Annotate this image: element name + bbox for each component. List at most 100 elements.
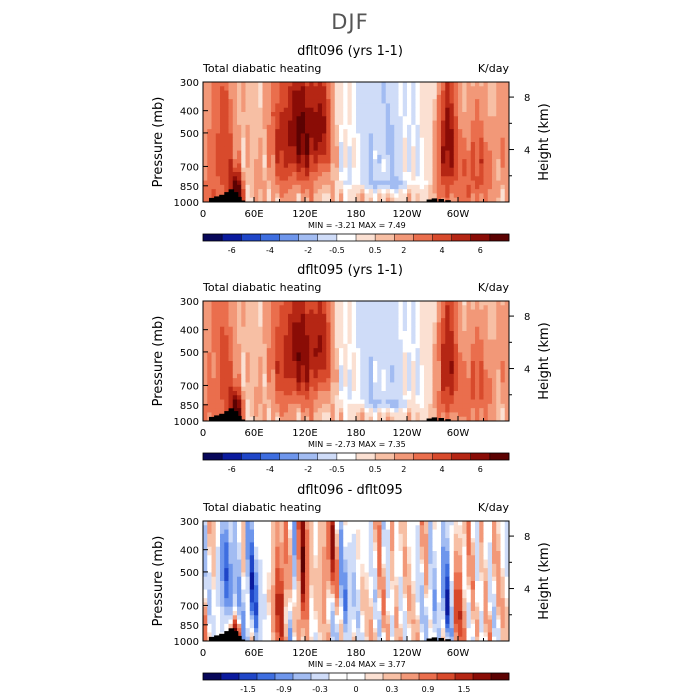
heatmap-cell	[279, 137, 285, 143]
heatmap-cell	[237, 116, 242, 121]
heatmap-cell	[398, 313, 404, 319]
heatmap-cell	[487, 378, 493, 383]
heatmap-cell	[266, 326, 272, 332]
heatmap-cell	[313, 542, 319, 548]
heatmap-cell	[458, 99, 463, 104]
heatmap-cell	[402, 378, 408, 383]
heatmap-cell	[449, 365, 455, 370]
heatmap-cell	[496, 382, 501, 388]
heatmap-cell	[351, 103, 357, 109]
heatmap-cell	[224, 369, 229, 375]
heatmap-cell	[245, 408, 251, 413]
heatmap-cell	[466, 167, 472, 173]
heatmap-cell	[487, 180, 493, 186]
heatmap-cell	[419, 403, 425, 409]
heatmap-cell	[377, 551, 382, 556]
heatmap-cell	[271, 82, 276, 87]
heatmap-cell	[292, 301, 297, 306]
heatmap-cell	[347, 403, 353, 409]
heatmap-cell	[449, 339, 455, 345]
heatmap-cell	[296, 555, 302, 560]
heatmap-cell	[419, 356, 425, 362]
heatmap-cell	[241, 538, 246, 543]
heatmap-cell	[317, 563, 323, 569]
heatmap-cell	[373, 313, 378, 319]
heatmap-cell	[343, 373, 348, 379]
heatmap-cell	[419, 408, 425, 413]
heatmap-cell	[458, 313, 463, 319]
heatmap-cell	[317, 172, 323, 177]
heatmap-cell	[347, 339, 353, 345]
heatmap-cell	[215, 120, 221, 126]
heatmap-cell	[254, 538, 259, 543]
heatmap-cell	[334, 335, 340, 340]
heatmap-cell	[232, 301, 238, 306]
heatmap-cell	[496, 116, 501, 121]
heatmap-cell	[415, 403, 421, 409]
heatmap-cell	[449, 521, 455, 526]
heatmap-cell	[326, 369, 331, 375]
heatmap-cell	[377, 348, 382, 353]
heatmap-cell	[245, 94, 251, 100]
heatmap-cell	[339, 555, 344, 560]
heatmap-cell	[398, 521, 404, 526]
heatmap-cell	[330, 146, 336, 151]
heatmap-cell	[241, 356, 246, 362]
heatmap-cell	[424, 412, 429, 418]
heatmap-cell	[415, 159, 421, 164]
heatmap-cell	[377, 159, 382, 164]
heatmap-cell	[504, 356, 510, 362]
heatmap-cell	[381, 525, 387, 530]
heatmap-cell	[398, 137, 404, 143]
heatmap-cell	[309, 90, 314, 96]
heatmap-cell	[424, 378, 429, 383]
heatmap-cell	[300, 335, 306, 340]
heatmap-cell	[292, 103, 297, 109]
heatmap-cell	[326, 133, 331, 139]
heatmap-cell	[373, 343, 378, 349]
heatmap-cell	[415, 86, 421, 91]
heatmap-cell	[428, 533, 433, 539]
colorbar-swatch	[394, 453, 414, 460]
heatmap-cell	[466, 301, 472, 306]
heatmap-cell	[360, 137, 365, 143]
heatmap-cell	[441, 521, 446, 526]
heatmap-cell	[402, 521, 408, 526]
heatmap-cell	[411, 176, 416, 181]
heatmap-cell	[326, 416, 331, 422]
heatmap-cell	[220, 167, 225, 173]
heatmap-cell	[283, 120, 289, 126]
heatmap-cell	[254, 133, 259, 139]
heatmap-cell	[215, 395, 221, 400]
heatmap-cell	[232, 373, 238, 379]
heatmap-cell	[390, 86, 395, 91]
heatmap-cell	[266, 378, 272, 383]
heatmap-cell	[283, 86, 289, 91]
heatmap-cell	[462, 373, 467, 379]
heatmap-cell	[496, 94, 501, 100]
colorbar-label: -0.5	[329, 246, 345, 255]
heatmap-cell	[373, 142, 378, 147]
heatmap-cell	[220, 373, 225, 379]
heatmap-cell	[466, 172, 472, 177]
heatmap-cell	[373, 378, 378, 383]
heatmap-cell	[407, 90, 412, 96]
heatmap-cell	[458, 133, 463, 139]
heatmap-cell	[322, 159, 327, 164]
heatmap-cell	[343, 150, 348, 156]
heatmap-cell	[360, 146, 365, 151]
heatmap-cell	[309, 538, 314, 543]
heatmap-cell	[241, 335, 246, 340]
heatmap-cell	[479, 309, 484, 315]
heatmap-cell	[245, 399, 251, 405]
heatmap-cell	[458, 331, 463, 336]
heatmap-cell	[220, 382, 225, 388]
heatmap-cell	[360, 154, 365, 160]
heatmap-cell	[343, 129, 348, 134]
heatmap-cell	[496, 172, 501, 177]
heatmap-cell	[381, 365, 387, 370]
heatmap-cell	[288, 378, 293, 383]
heatmap-cell	[339, 163, 344, 169]
heatmap-cell	[492, 533, 497, 539]
heatmap-cell	[258, 538, 263, 543]
